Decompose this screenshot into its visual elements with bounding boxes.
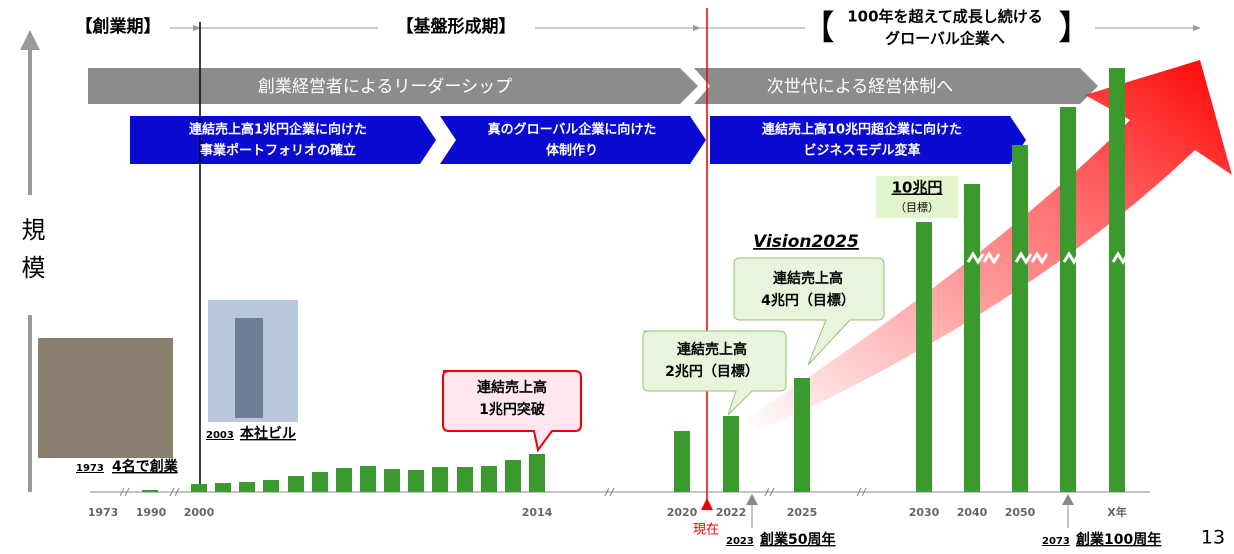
photo-caption: 本社ビル [240,425,296,442]
page-number: 13 [1201,527,1225,549]
x-label: 2040 [957,506,988,519]
slide: 【創業期】 【基盤形成期】 【 100年を超えて成長し続ける グローバル企業へ … [0,0,1234,554]
callout-text: 4兆円（目標） [761,292,855,309]
strategy-label: 連結売上高10兆円超企業に向けた [762,122,962,138]
vision-label: Vision2025 [753,232,859,252]
milestone-arrow-head [746,494,758,505]
leadership-label: 次世代による経営体制へ [767,77,954,97]
milestone-arrow-head [1062,494,1074,505]
strategy-label: 連結売上高1兆円企業に向けた [189,122,367,138]
bar [1109,68,1125,492]
bar [312,472,328,492]
x-label: 1990 [136,506,167,519]
bar [505,460,521,492]
x-labels: 1973 1990 2000 2014 2020 2022 2025 2030 2040 2050… [88,505,1127,519]
bar [263,480,279,492]
leadership-label: 創業経営者によるリーダーシップ [258,77,512,97]
bar [674,431,690,492]
bar [215,483,231,492]
bar [408,470,424,492]
bar [964,184,980,492]
callout-text: 1兆円突破 [479,401,545,418]
x-label: X年 [1107,505,1126,519]
x-label: 2025 [787,506,818,519]
strategy-label: 事業ポートフォリオの確立 [200,143,356,159]
bar [336,468,352,492]
bar [481,466,497,492]
milestone-year: 2023 [726,536,754,547]
phase-label: 【創業期】 [76,16,161,37]
callout-text: 連結売上高 [477,379,547,396]
bar [191,484,207,492]
strategy-label: 体制作り [546,143,598,159]
bar [723,416,739,492]
bar [142,490,158,492]
bar [794,378,810,492]
strategy-label: 真のグローバル企業に向けた [488,122,657,138]
bar [239,482,255,492]
callout-text: （目標） [895,200,939,214]
x-label: 2050 [1005,506,1036,519]
milestone-caption: 創業100周年 [1075,531,1161,548]
x-label: 2022 [716,506,747,519]
phase-bracket: 【 [801,9,835,49]
milestone-year: 2073 [1042,536,1070,547]
bar [1012,145,1028,492]
x-label: 2014 [522,506,553,519]
phase-label: グローバル企業へ [885,30,1005,48]
bar [1060,107,1076,492]
x-label: 2000 [184,506,215,519]
callout-text: 連結売上高 [773,270,843,287]
callout-text: 10兆円 [892,179,943,197]
callout-text: 2兆円（目標） [665,363,759,380]
founding-photo [38,338,173,458]
bar [288,476,304,492]
phase-bracket: 】 [1058,9,1092,49]
scale-arrow-head [20,30,40,50]
bar [432,467,448,492]
bar [529,454,545,492]
bar [360,466,376,492]
photo-year: 2003 [206,430,234,441]
x-label: 2030 [909,506,940,519]
callout-text: 連結売上高 [677,341,747,358]
strategy-label: ビジネスモデル変革 [803,143,920,159]
x-label: 1973 [88,506,119,519]
y-axis-label: 規模 [17,217,45,293]
hq-building [235,318,263,418]
bar [384,469,400,492]
phase-label: 100年を超えて成長し続ける [847,8,1043,26]
now-label: 現在 [693,523,719,538]
phase-label: 【基盤形成期】 [397,16,516,37]
now-marker [701,498,713,510]
photo-year: 1973 [76,463,104,474]
x-label: 2020 [667,506,698,519]
layout [20,8,1232,528]
photo-caption: 4名で創業 [112,458,179,475]
milestone-caption: 創業50周年 [759,531,835,548]
bar [457,467,473,492]
bar [916,222,932,492]
